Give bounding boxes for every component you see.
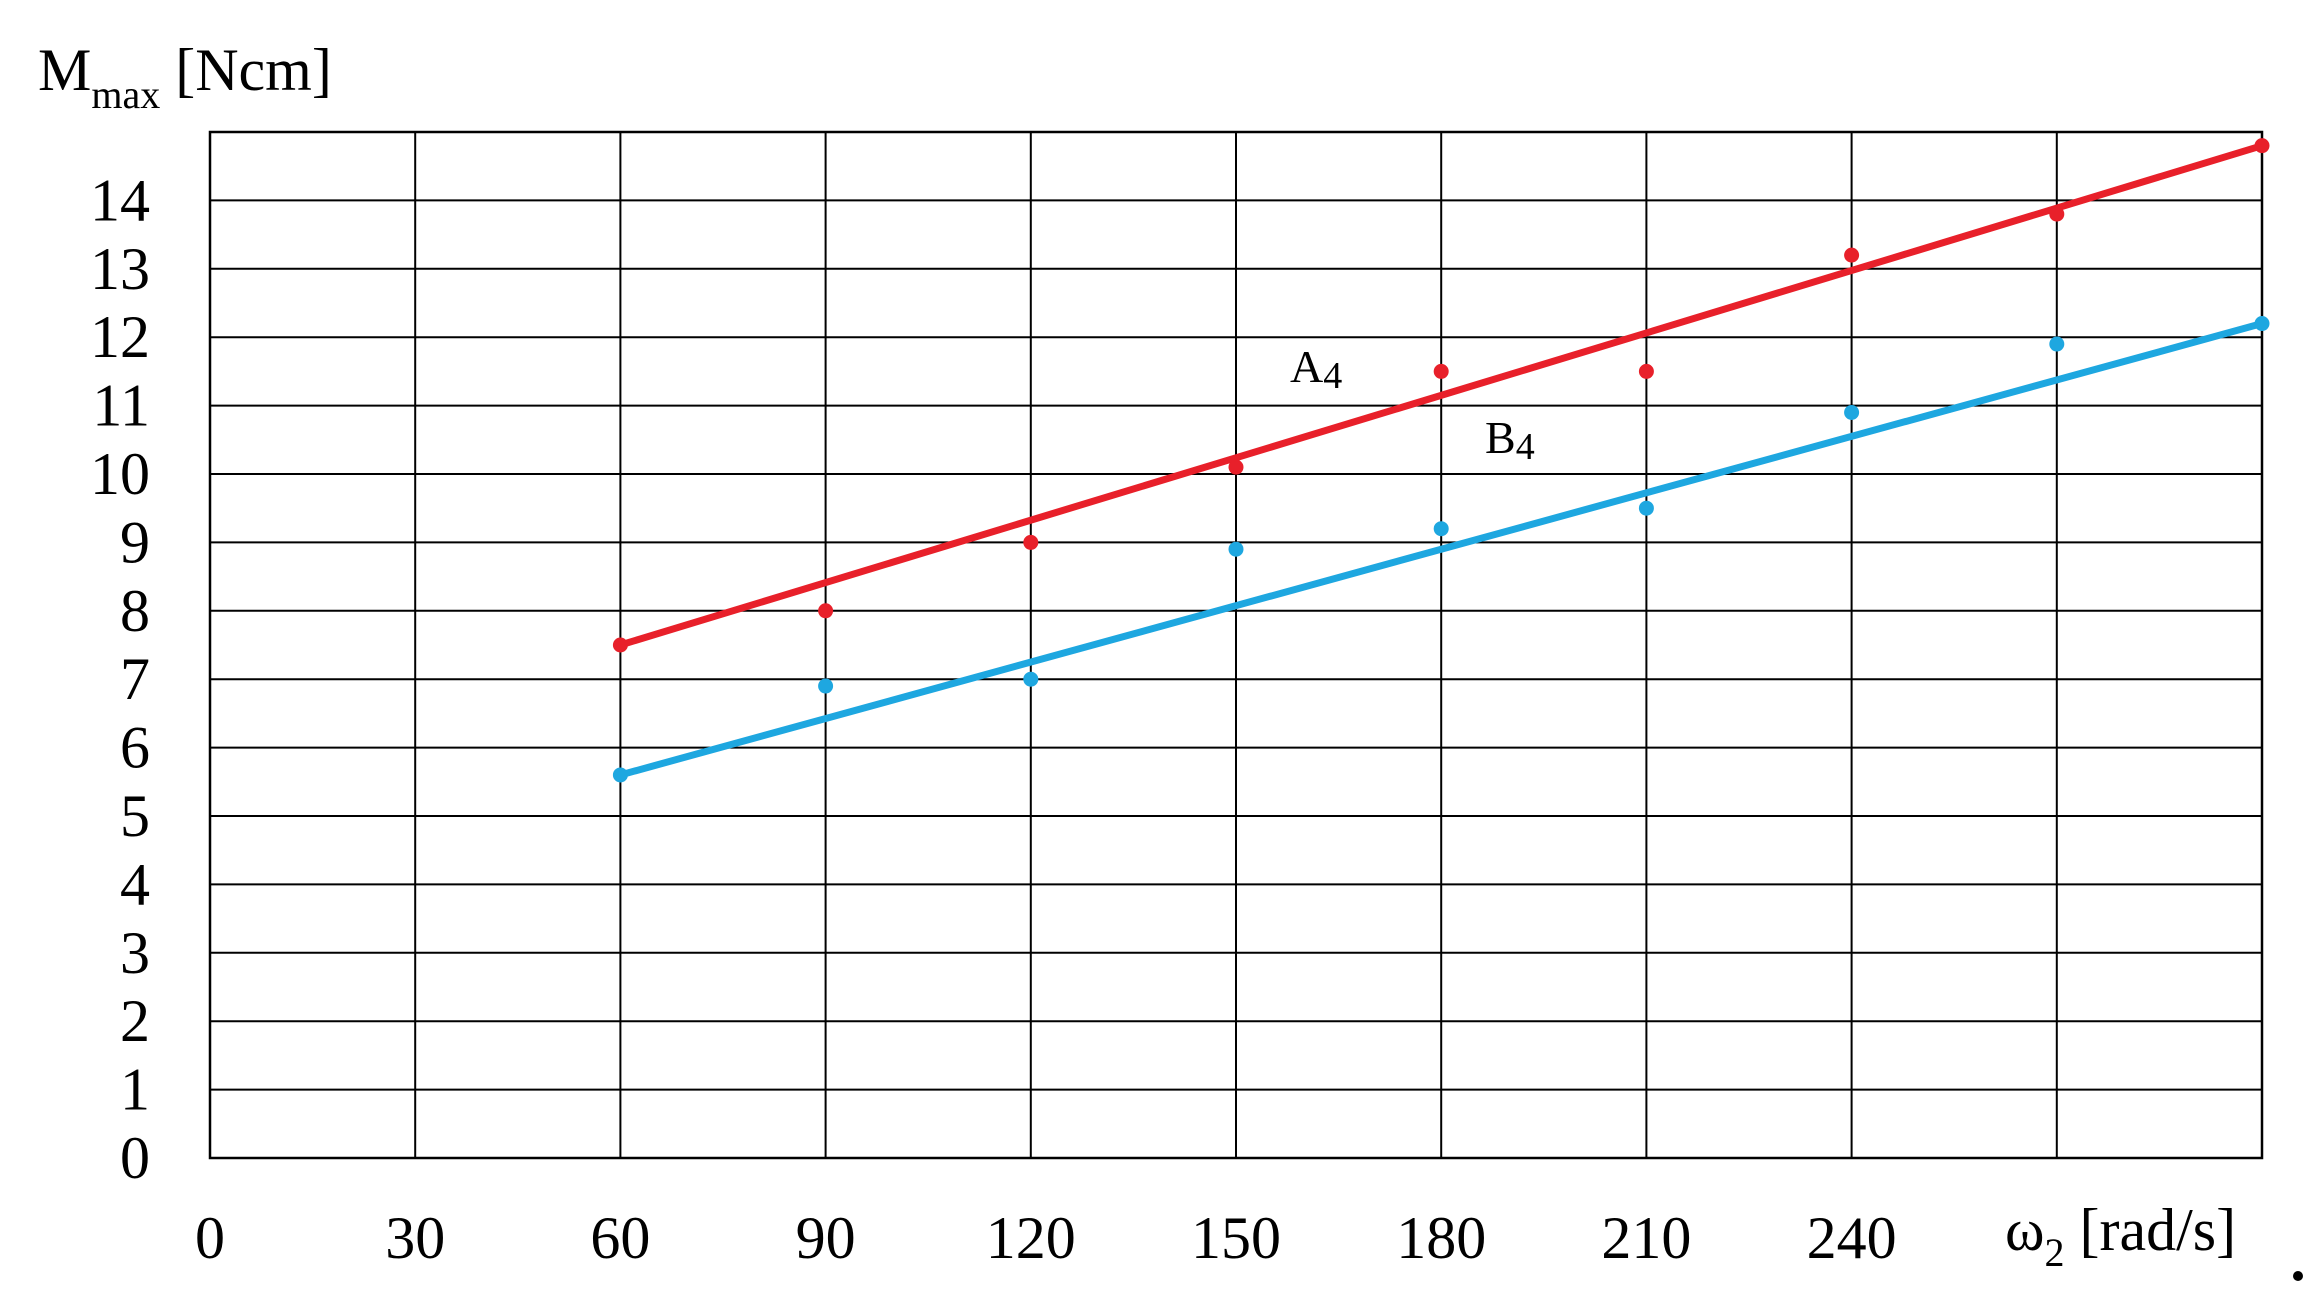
x-axis-title: ω2 [rad/s] — [2005, 1197, 2236, 1275]
y-tick-label: 1 — [120, 1057, 150, 1123]
y-tick-label: 8 — [120, 578, 150, 644]
data-point-a4 — [2254, 138, 2270, 154]
data-point-b4 — [2254, 316, 2270, 332]
plot-frame — [208, 130, 2264, 1160]
y-axis-title-main: M — [38, 37, 91, 103]
y-tick-label: 5 — [120, 783, 150, 849]
data-point-b4 — [1638, 500, 1654, 516]
trend-line-a4 — [616, 142, 2266, 649]
y-tick-label: 11 — [92, 373, 150, 439]
x-tick-labels: 0 30 60 90 120 150 180 210 240 — [195, 1205, 1897, 1271]
x-tick-label: 180 — [1396, 1205, 1486, 1271]
x-axis-title-main: ω — [2005, 1197, 2045, 1263]
series-label-a4: A4 — [1290, 341, 1342, 397]
y-axis-title-unit: [Ncm] — [160, 37, 332, 103]
y-tick-label: 10 — [90, 441, 150, 507]
series-label-b4: B4 — [1485, 412, 1535, 468]
data-point-b4 — [818, 678, 834, 694]
data-point-b4 — [1023, 671, 1039, 687]
x-tick-label: 60 — [590, 1205, 650, 1271]
data-point-a4 — [818, 603, 834, 619]
x-axis-title-unit: [rad/s] — [2065, 1197, 2237, 1263]
x-tick-label: 240 — [1807, 1205, 1897, 1271]
trailing-dot — [2293, 1271, 2303, 1281]
y-tick-label: 4 — [120, 851, 150, 917]
y-tick-label: 9 — [120, 509, 150, 575]
series-label-b4-main: B — [1485, 412, 1516, 463]
x-tick-label: 120 — [986, 1205, 1076, 1271]
data-point-b4 — [1844, 404, 1860, 420]
data-point-b4 — [1228, 541, 1244, 557]
data-point-a4 — [1433, 363, 1449, 379]
data-point-b4 — [1433, 521, 1449, 537]
data-point-a4 — [1844, 247, 1860, 263]
data-point-a4 — [1023, 534, 1039, 550]
x-axis-title-sub: 2 — [2045, 1230, 2065, 1275]
x-tick-label: 0 — [195, 1205, 225, 1271]
data-point-a4 — [1228, 459, 1244, 475]
y-tick-label: 6 — [120, 715, 150, 781]
data-point-a4 — [612, 637, 628, 653]
series-label-b4-sub: 4 — [1516, 426, 1535, 468]
series-label-a4-sub: 4 — [1323, 355, 1342, 397]
x-tick-label: 90 — [796, 1205, 856, 1271]
x-tick-label: 210 — [1601, 1205, 1691, 1271]
y-axis-title: Mmax [Ncm] — [38, 37, 332, 117]
trend-lines — [616, 142, 2266, 779]
data-point-b4 — [612, 767, 628, 783]
grid — [209, 131, 2263, 1159]
x-tick-label: 150 — [1191, 1205, 1281, 1271]
y-tick-label: 7 — [120, 646, 150, 712]
data-point-b4 — [2049, 336, 2065, 352]
y-tick-label: 12 — [90, 304, 150, 370]
y-tick-label: 2 — [120, 988, 150, 1054]
data-points — [612, 138, 2270, 783]
series-label-a4-main: A — [1290, 341, 1323, 392]
trend-line-b4 — [616, 320, 2266, 779]
x-tick-label: 30 — [385, 1205, 445, 1271]
y-tick-label: 0 — [120, 1125, 150, 1191]
y-tick-label: 14 — [90, 167, 150, 233]
y-tick-label: 3 — [120, 920, 150, 986]
y-axis-title-sub: max — [91, 72, 160, 117]
data-point-a4 — [1638, 363, 1654, 379]
y-tick-label: 13 — [90, 236, 150, 302]
data-point-a4 — [2049, 206, 2065, 222]
